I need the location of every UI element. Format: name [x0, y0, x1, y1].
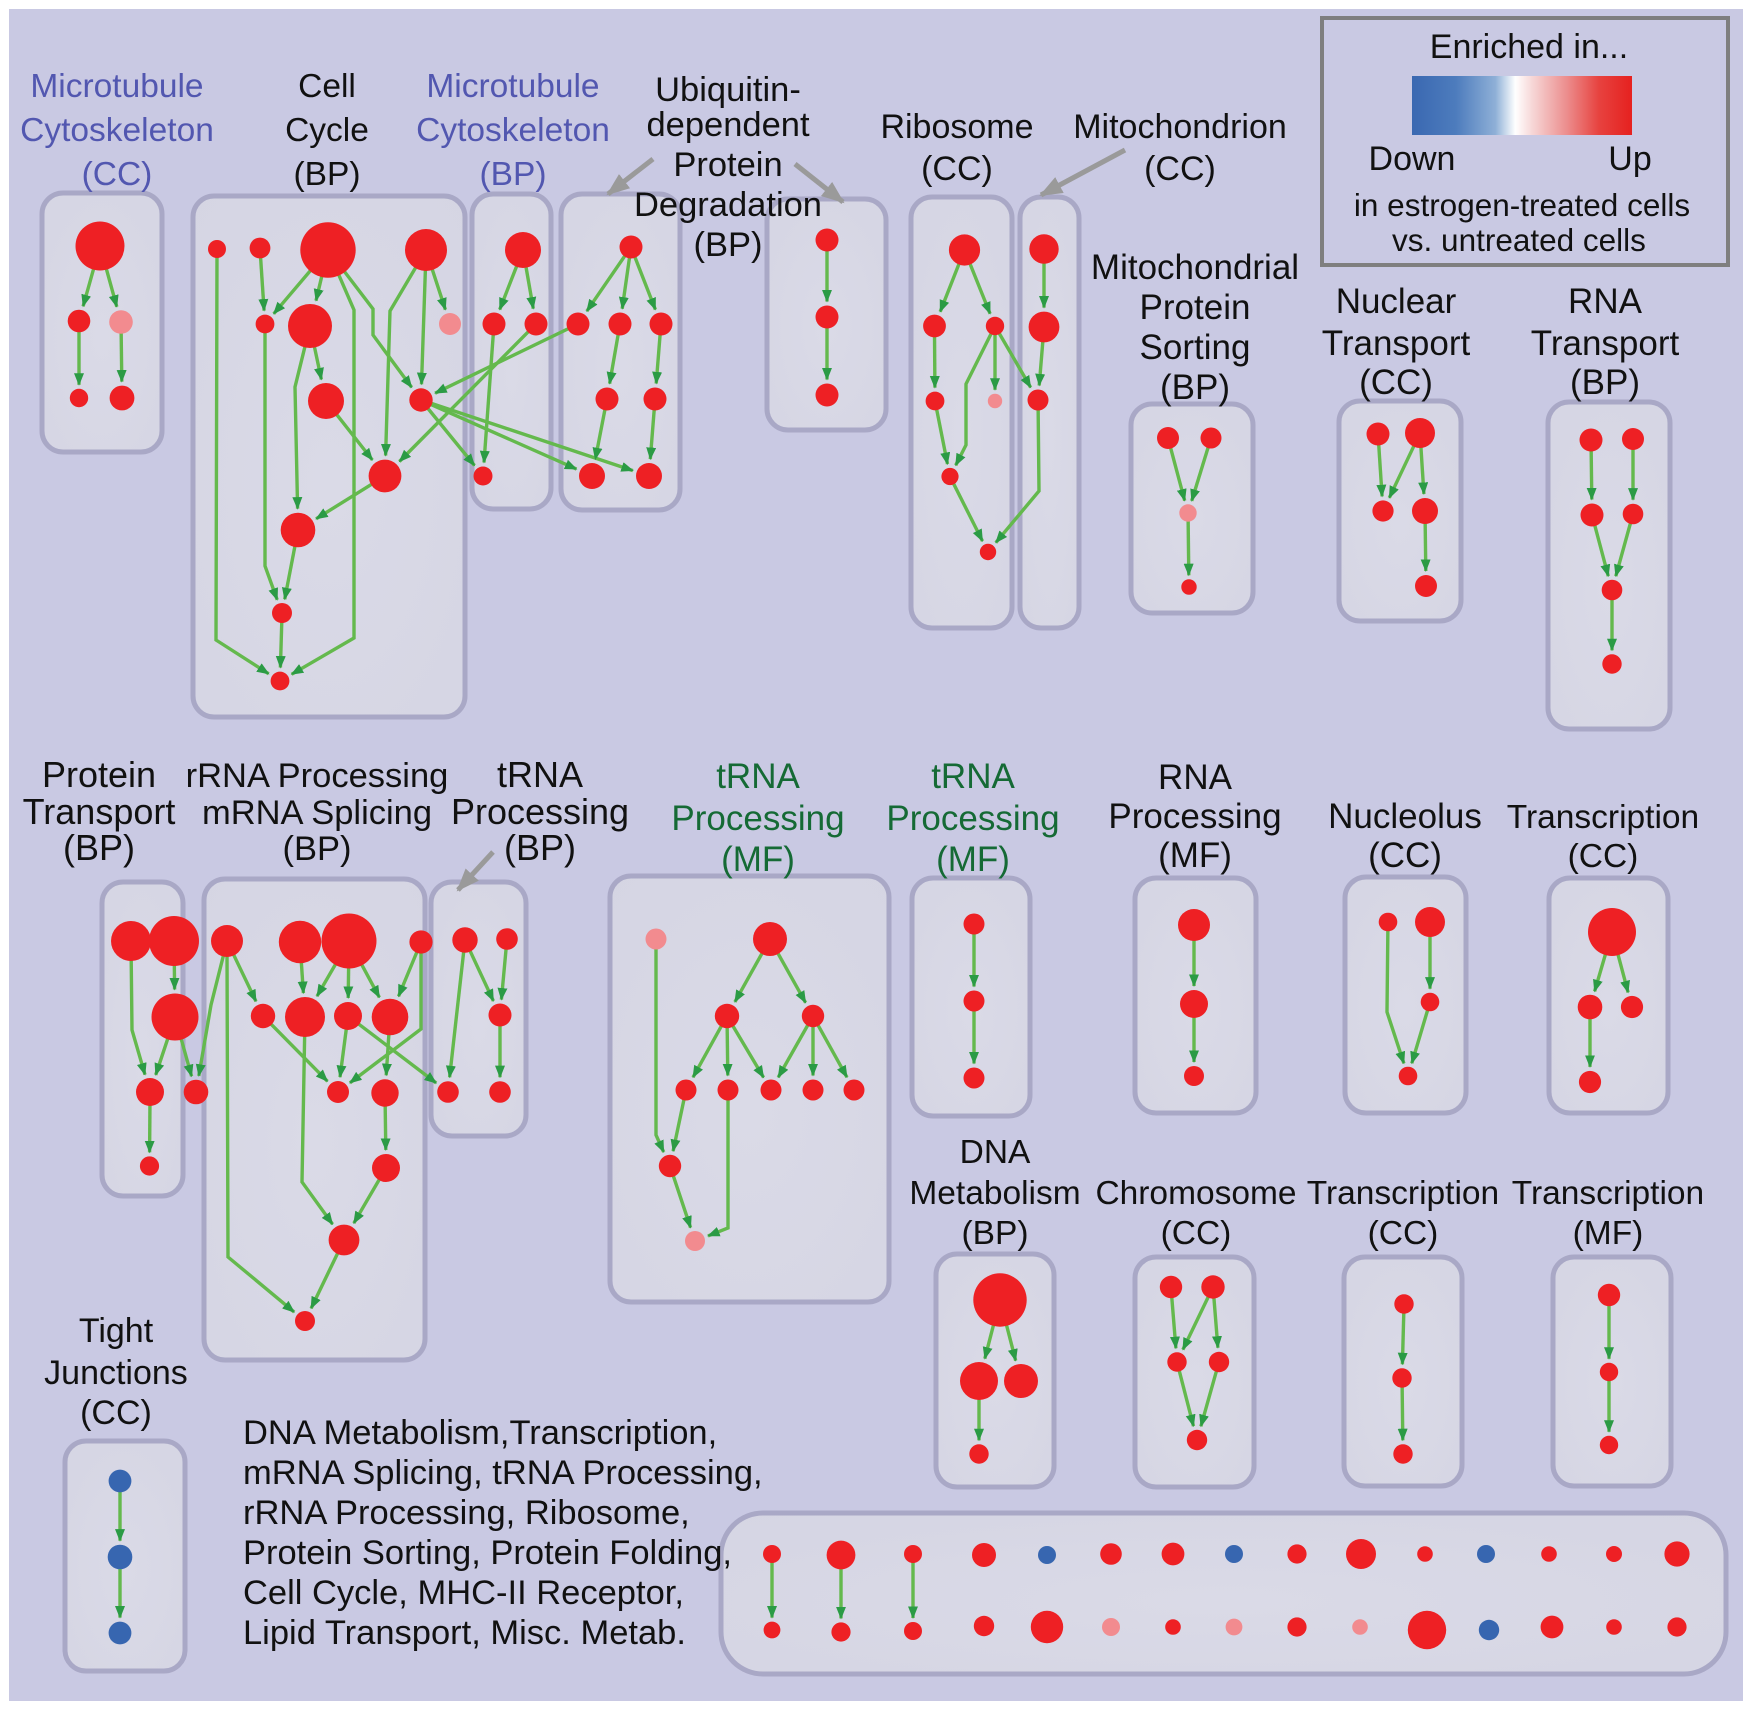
svg-text:mRNA Splicing: mRNA Splicing — [202, 794, 432, 832]
svg-text:(BP): (BP) — [480, 156, 547, 193]
svg-text:tRNA: tRNA — [716, 757, 800, 796]
svg-text:Transcription: Transcription — [1507, 799, 1699, 836]
svg-text:Protein: Protein — [673, 146, 782, 184]
svg-text:(CC): (CC) — [921, 150, 993, 188]
svg-text:(CC): (CC) — [1359, 363, 1433, 402]
svg-text:Transport: Transport — [1531, 324, 1680, 363]
svg-text:Mitochondrion: Mitochondrion — [1073, 108, 1287, 146]
svg-text:Transport: Transport — [23, 791, 176, 832]
svg-text:Protein Sorting, Protein Foldi: Protein Sorting, Protein Folding, — [243, 1534, 732, 1572]
svg-text:Tight: Tight — [79, 1312, 154, 1350]
svg-text:DNA: DNA — [960, 1134, 1031, 1171]
svg-text:(MF): (MF) — [936, 840, 1010, 879]
svg-text:tRNA: tRNA — [931, 757, 1015, 796]
svg-text:Cell Cycle, MHC-II Receptor,: Cell Cycle, MHC-II Receptor, — [243, 1574, 684, 1612]
svg-text:DNA Metabolism,Transcription,: DNA Metabolism,Transcription, — [243, 1414, 717, 1452]
svg-text:tRNA: tRNA — [497, 754, 583, 795]
svg-text:RNA: RNA — [1568, 282, 1643, 321]
svg-text:Protein: Protein — [1140, 288, 1251, 327]
svg-text:(CC): (CC) — [1368, 1215, 1439, 1252]
svg-text:RNA: RNA — [1158, 758, 1233, 797]
svg-text:Cytoskeleton: Cytoskeleton — [20, 112, 214, 149]
svg-text:Lipid Transport, Misc. Metab.: Lipid Transport, Misc. Metab. — [243, 1614, 686, 1652]
svg-text:Cell: Cell — [298, 68, 356, 105]
svg-text:dependent: dependent — [646, 106, 809, 144]
svg-text:Processing: Processing — [1108, 797, 1281, 836]
svg-text:(MF): (MF) — [1158, 836, 1232, 875]
svg-text:(CC): (CC) — [1368, 836, 1442, 875]
svg-text:(BP): (BP) — [962, 1215, 1029, 1252]
svg-text:Mitochondrial: Mitochondrial — [1091, 248, 1299, 287]
svg-text:(BP): (BP) — [283, 830, 352, 868]
svg-text:vs. untreated cells: vs. untreated cells — [1392, 222, 1646, 258]
svg-text:Cycle: Cycle — [285, 112, 369, 149]
svg-text:Down: Down — [1369, 140, 1456, 178]
svg-text:(CC): (CC) — [1568, 838, 1639, 875]
svg-text:Metabolism: Metabolism — [909, 1175, 1080, 1212]
svg-text:Protein: Protein — [42, 754, 156, 795]
svg-text:(CC): (CC) — [82, 156, 153, 193]
svg-text:Sorting: Sorting — [1140, 328, 1251, 367]
svg-text:Ubiquitin-: Ubiquitin- — [655, 71, 801, 109]
svg-text:Transcription: Transcription — [1512, 1175, 1704, 1212]
svg-text:Microtubule: Microtubule — [426, 68, 599, 105]
svg-text:Cytoskeleton: Cytoskeleton — [416, 112, 610, 149]
svg-text:Processing: Processing — [671, 799, 844, 838]
svg-text:Degradation: Degradation — [634, 186, 822, 224]
svg-text:Nuclear: Nuclear — [1336, 282, 1457, 321]
svg-text:Transport: Transport — [1322, 324, 1471, 363]
svg-text:(BP): (BP) — [1570, 363, 1640, 402]
svg-text:Ribosome: Ribosome — [880, 108, 1033, 146]
svg-text:(CC): (CC) — [1144, 150, 1216, 188]
svg-text:(BP): (BP) — [504, 827, 576, 868]
svg-text:(CC): (CC) — [80, 1394, 152, 1432]
svg-text:Processing: Processing — [886, 799, 1059, 838]
svg-text:Nucleolus: Nucleolus — [1328, 797, 1482, 836]
svg-text:(BP): (BP) — [63, 827, 135, 868]
svg-text:in estrogen-treated cells: in estrogen-treated cells — [1354, 187, 1690, 223]
svg-text:(BP): (BP) — [694, 226, 763, 264]
svg-text:(BP): (BP) — [294, 156, 361, 193]
svg-text:rRNA Processing: rRNA Processing — [186, 757, 449, 795]
svg-text:Chromosome: Chromosome — [1095, 1175, 1296, 1212]
svg-text:(MF): (MF) — [721, 840, 795, 879]
svg-text:(BP): (BP) — [1160, 368, 1230, 407]
svg-text:(MF): (MF) — [1573, 1215, 1644, 1252]
svg-text:Enriched in...: Enriched in... — [1430, 28, 1628, 66]
svg-text:(CC): (CC) — [1161, 1215, 1232, 1252]
svg-text:mRNA Splicing, tRNA Processing: mRNA Splicing, tRNA Processing, — [243, 1454, 763, 1492]
svg-text:Microtubule: Microtubule — [30, 68, 203, 105]
svg-text:Transcription: Transcription — [1307, 1175, 1499, 1212]
svg-text:Processing: Processing — [451, 791, 629, 832]
svg-text:Up: Up — [1608, 140, 1651, 178]
svg-text:rRNA Processing, Ribosome,: rRNA Processing, Ribosome, — [243, 1494, 690, 1532]
svg-text:Junctions: Junctions — [44, 1354, 188, 1392]
